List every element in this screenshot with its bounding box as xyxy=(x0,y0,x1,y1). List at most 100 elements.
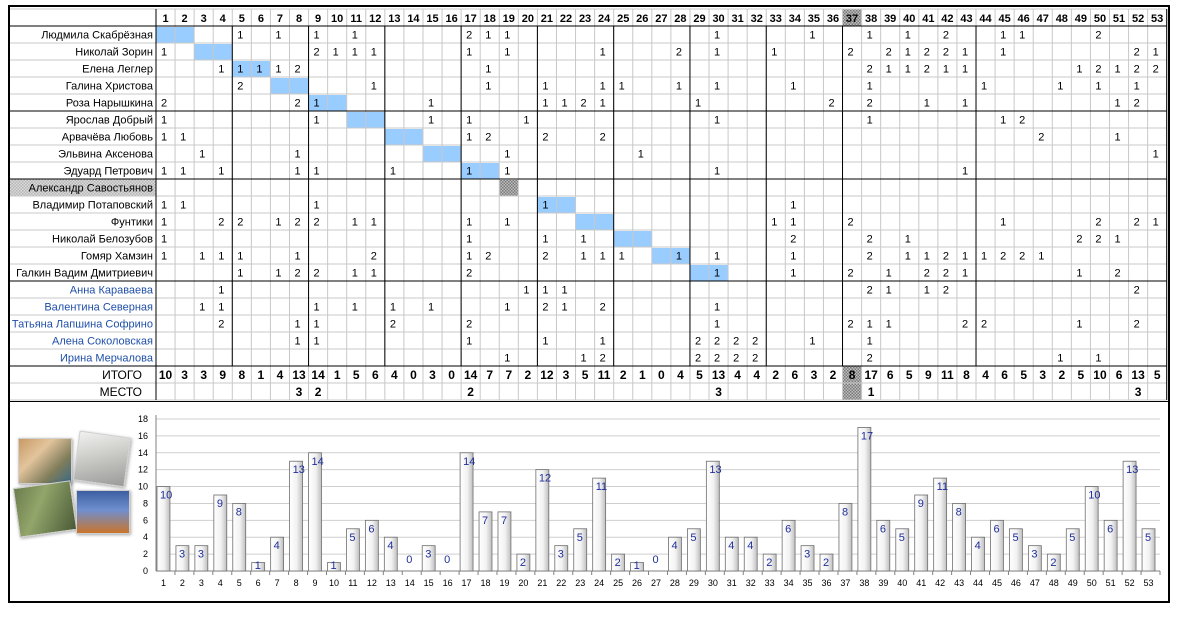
player-name: Гомяр Хамзин xyxy=(81,251,153,263)
x-tick-label: 41 xyxy=(916,578,926,588)
x-tick-label: 18 xyxy=(481,578,491,588)
x-tick-label: 28 xyxy=(670,578,680,588)
total-cell: 5 xyxy=(1154,368,1161,382)
x-tick-label: 36 xyxy=(821,578,831,588)
score-cell: 1 xyxy=(390,166,396,178)
bar xyxy=(914,494,929,572)
score-cell: 1 xyxy=(1000,217,1006,229)
bar-value-label: 2 xyxy=(520,557,526,569)
score-cell: 2 xyxy=(218,319,224,331)
bar-value-label: 6 xyxy=(785,523,791,535)
score-cell: 2 xyxy=(867,251,873,263)
x-tick-label: 34 xyxy=(784,578,794,588)
bar xyxy=(364,519,379,572)
score-cell: 2 xyxy=(924,47,930,59)
bar-value-label: 4 xyxy=(387,540,393,552)
score-cell: 1 xyxy=(695,98,701,110)
total-cell: 9 xyxy=(925,368,932,382)
column-header: 11 xyxy=(350,13,362,25)
bar-value-label: 8 xyxy=(236,506,242,518)
total-cell: 2 xyxy=(1058,368,1065,382)
x-tick-label: 32 xyxy=(746,578,756,588)
column-header: 36 xyxy=(827,13,839,25)
bar xyxy=(213,494,228,572)
column-header: 41 xyxy=(922,13,934,25)
bar-value-label: 2 xyxy=(823,557,829,569)
score-cell: 2 xyxy=(848,319,854,331)
total-cell: 17 xyxy=(864,368,878,382)
bar xyxy=(1046,553,1061,572)
bar-value-label: 3 xyxy=(1031,549,1037,561)
total-cell: 7 xyxy=(505,368,512,382)
score-cell: 2 xyxy=(1134,319,1140,331)
score-cell: 2 xyxy=(828,98,834,110)
score-cell: 2 xyxy=(294,217,300,229)
column-header: 19 xyxy=(503,13,515,25)
bar xyxy=(459,452,474,572)
column-header: 2 xyxy=(182,13,188,25)
score-cell: 2 xyxy=(542,302,548,314)
score-cell: 2 xyxy=(1153,64,1159,76)
total-cell: 1 xyxy=(334,368,341,382)
score-cell: 1 xyxy=(924,285,930,297)
player-name: Ирина Мерчалова xyxy=(60,353,154,365)
bar xyxy=(611,553,625,572)
score-cell: 1 xyxy=(771,217,777,229)
total-cell: 3 xyxy=(1039,368,1046,382)
score-cell: 1 xyxy=(275,30,281,42)
bar-value-label: 13 xyxy=(1126,464,1138,476)
score-cell: 1 xyxy=(981,81,987,93)
score-cell: 2 xyxy=(466,30,472,42)
x-tick-label: 7 xyxy=(275,578,280,588)
score-cell: 1 xyxy=(638,149,644,161)
score-cell: 2 xyxy=(294,64,300,76)
player-name: Елена Леглер xyxy=(82,64,153,76)
column-header: 5 xyxy=(239,13,245,25)
total-cell: 3 xyxy=(200,368,207,382)
column-header: 45 xyxy=(998,13,1010,25)
bar-value-label: 0 xyxy=(444,554,450,566)
total-cell: 8 xyxy=(849,368,856,382)
bar-value-label: 4 xyxy=(747,540,753,552)
bar-value-label: 3 xyxy=(198,549,204,561)
total-cell: 0 xyxy=(410,368,417,382)
score-cell: 2 xyxy=(752,336,758,348)
score-cell: 1 xyxy=(466,166,472,178)
score-cell: 2 xyxy=(867,353,873,365)
bar xyxy=(156,486,171,572)
bar-value-label: 1 xyxy=(330,560,336,572)
score-cell: 1 xyxy=(199,149,205,161)
score-cell: 1 xyxy=(504,353,510,365)
score-cell: 1 xyxy=(714,251,720,263)
bar-value-label: 0 xyxy=(653,554,659,566)
score-cell: 1 xyxy=(314,319,320,331)
score-cell: 1 xyxy=(504,302,510,314)
score-cell: 1 xyxy=(294,166,300,178)
bar xyxy=(194,545,209,572)
score-cell: 1 xyxy=(1095,353,1101,365)
bar-value-label: 13 xyxy=(709,464,721,476)
score-cell: 1 xyxy=(237,64,243,76)
player-name: Николай Белозубов xyxy=(52,234,153,246)
x-tick-label: 2 xyxy=(180,578,185,588)
total-cell: 8 xyxy=(238,368,245,382)
absent-name-shade xyxy=(10,179,156,196)
score-cell: 1 xyxy=(790,81,796,93)
score-cell: 1 xyxy=(352,268,358,280)
total-cell: 6 xyxy=(372,368,379,382)
bar xyxy=(876,519,891,572)
bar xyxy=(724,536,739,572)
score-cell: 1 xyxy=(237,268,243,280)
results-grid-table: 1 2 3 4 5 6 7 8 9 10 11 12 13 14 15 16 17 18 19 20 21 22 23 24 2… xyxy=(10,8,1168,402)
bar xyxy=(933,477,948,572)
totals-bar-chart: 0246810121416181013233948516471381491105… xyxy=(138,414,1161,588)
x-tick-label: 42 xyxy=(935,578,945,588)
bar-value-label: 7 xyxy=(482,515,488,527)
x-tick-label: 27 xyxy=(651,578,661,588)
score-cell: 1 xyxy=(1038,251,1044,263)
bar-value-label: 5 xyxy=(899,532,905,544)
total-cell: 0 xyxy=(448,368,455,382)
bar xyxy=(175,545,190,572)
x-tick-label: 6 xyxy=(256,578,261,588)
x-tick-label: 26 xyxy=(632,578,642,588)
